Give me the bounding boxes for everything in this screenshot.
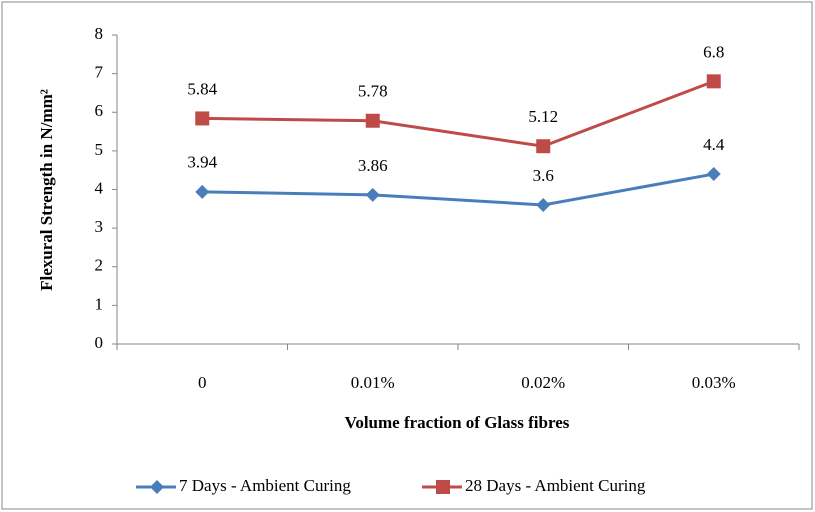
x-tick-label: 0 (198, 373, 207, 392)
data-label: 6.8 (703, 42, 724, 61)
data-label: 3.6 (533, 166, 554, 185)
y-tick-label: 2 (95, 256, 104, 275)
data-label: 4.4 (703, 135, 725, 154)
y-tick-label: 0 (95, 333, 104, 352)
series-line (202, 172, 715, 207)
y-tick-label: 5 (95, 140, 104, 159)
data-point (195, 111, 210, 126)
y-tick-label: 8 (95, 24, 104, 43)
data-point (365, 113, 380, 128)
y-tick-label: 7 (95, 63, 104, 82)
data-point (536, 197, 551, 212)
data-label: 3.94 (187, 153, 217, 172)
x-tick-label: 0.01% (351, 373, 395, 392)
legend-marker (150, 480, 164, 494)
data-label: 5.78 (358, 82, 388, 101)
data-label: 5.12 (528, 107, 558, 126)
legend-marker (436, 480, 450, 494)
legend-label: 28 Days - Ambient Curing (465, 476, 646, 495)
y-tick-label: 1 (95, 294, 104, 313)
x-tick-label: 0.03% (692, 373, 736, 392)
data-point (706, 74, 721, 89)
data-point (706, 167, 721, 182)
legend-label: 7 Days - Ambient Curing (179, 476, 351, 495)
series-line (202, 79, 715, 148)
x-axis-title: Volume fraction of Glass fibres (345, 413, 570, 432)
data-label: 3.86 (358, 156, 388, 175)
data-point (536, 139, 551, 154)
data-label: 5.84 (187, 79, 217, 98)
data-point (195, 184, 210, 199)
y-tick-label: 6 (95, 101, 104, 120)
y-axis-title: Flexural Strength in N/mm² (37, 89, 56, 291)
y-tick-label: 4 (95, 178, 104, 197)
y-tick-label: 3 (95, 217, 104, 236)
x-tick-label: 0.02% (521, 373, 565, 392)
data-point (365, 187, 380, 202)
